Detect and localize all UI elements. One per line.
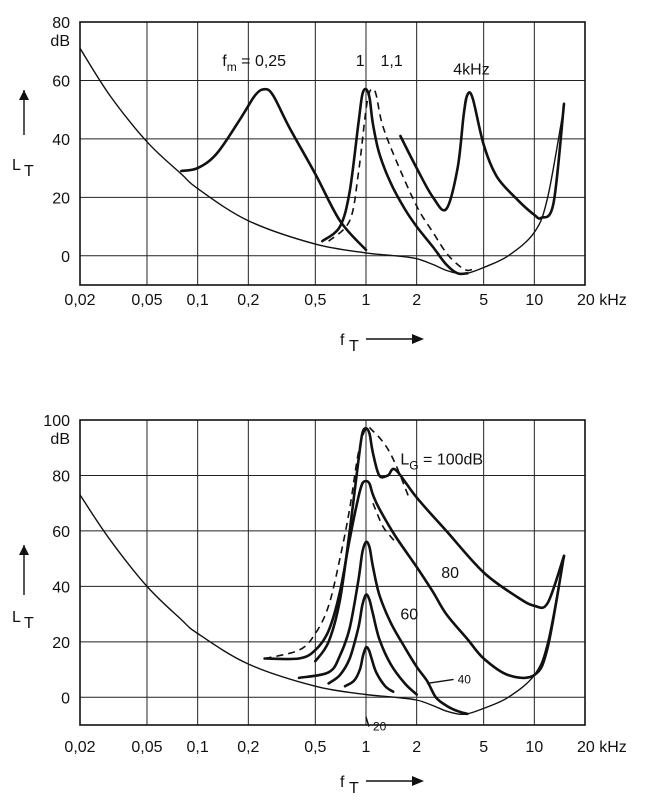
y-tick-label: 0 — [61, 249, 70, 266]
x-tick-label: 10 — [525, 739, 543, 756]
annotation-label: LG = 100dB — [400, 451, 483, 472]
chart-bottom: 0,02 0,05 0,1 0,2 0,5 1 2 5 10 20 kHz 0 20 40 60 80 100… — [12, 413, 627, 797]
x-tick-label: 0,05 — [131, 739, 162, 756]
series-100db-dash — [264, 425, 410, 660]
x-axis-label-sub: T — [349, 338, 359, 355]
annotation-label: 80 — [441, 565, 459, 582]
x-tick-label: 5 — [479, 739, 488, 756]
y-axis-label: L — [12, 157, 21, 174]
y-tick-label: 100 — [43, 413, 70, 430]
y-tick-label: 60 — [52, 524, 70, 541]
x-tick-label: 20 kHz — [577, 739, 627, 756]
series-1 — [321, 87, 469, 276]
series-4khz — [399, 91, 566, 220]
y-tick-label: 80 — [52, 15, 70, 32]
y-tick-label: 80 — [52, 468, 70, 485]
x-tick-label: 0,2 — [237, 739, 259, 756]
y-axis-label-sub: T — [24, 163, 34, 180]
plot-frame — [79, 21, 586, 286]
annotation-label: 60 — [400, 607, 418, 624]
x-axis-arrowhead — [411, 334, 424, 344]
x-tick-label: 0,5 — [304, 292, 326, 309]
plot-frame — [79, 419, 586, 726]
y-unit-label: dB — [50, 33, 70, 50]
y-tick-label: 40 — [52, 579, 70, 596]
y-tick-label: 0 — [61, 690, 70, 707]
series-80 — [263, 479, 566, 680]
x-axis-arrowhead — [411, 776, 424, 786]
x-tick-label: 20 kHz — [577, 292, 627, 309]
x-tick-label: 0,2 — [237, 292, 259, 309]
gridlines — [79, 21, 586, 286]
gridlines — [79, 419, 586, 726]
x-tick-label: 0,05 — [131, 292, 162, 309]
x-tick-label: 1 — [362, 292, 371, 309]
y-tick-label: 20 — [52, 190, 70, 207]
series-group — [80, 425, 566, 716]
series-40 — [327, 593, 418, 696]
y-unit-label: dB — [50, 431, 70, 448]
y-axis-label: L — [12, 609, 21, 626]
x-axis-label-sub: T — [349, 780, 359, 797]
series-60 — [297, 540, 469, 716]
y-axis-label-sub: T — [24, 615, 34, 632]
x-axis-label: f — [340, 332, 345, 349]
y-axis-arrowhead — [19, 545, 29, 555]
annotation-label: 4kHz — [453, 62, 489, 79]
series-threshold — [80, 494, 565, 716]
y-tick-label: 40 — [52, 132, 70, 149]
x-tick-label: 0,02 — [64, 739, 95, 756]
annotation-label: 1,1 — [381, 53, 403, 70]
series-20 — [343, 645, 395, 693]
annotation-label: 1 — [356, 53, 365, 70]
x-tick-label: 2 — [412, 739, 421, 756]
annotation-label: 20 — [373, 720, 387, 734]
annotation-leader — [365, 716, 370, 727]
x-tick-label: 0,02 — [64, 292, 95, 309]
x-tick-label: 10 — [525, 292, 543, 309]
x-tick-label: 5 — [479, 292, 488, 309]
series-group — [80, 47, 566, 276]
x-tick-label: 2 — [412, 292, 421, 309]
y-axis-arrowhead — [19, 90, 29, 100]
y-tick-label: 20 — [52, 635, 70, 652]
x-tick-label: 1 — [362, 739, 371, 756]
annotation-leader — [426, 678, 454, 685]
series-threshold — [80, 47, 565, 275]
annotation-label: fm = 0,25 — [222, 53, 286, 74]
x-tick-label: 0,1 — [187, 739, 209, 756]
y-tick-label: 60 — [52, 73, 70, 90]
annotation-label: 40 — [458, 672, 472, 686]
x-tick-label: 0,5 — [304, 739, 326, 756]
series-80-dash — [372, 502, 397, 543]
series-100db — [314, 427, 566, 663]
x-axis-label: f — [340, 774, 345, 791]
x-tick-label: 0,1 — [187, 292, 209, 309]
series-0-25 — [180, 87, 368, 252]
